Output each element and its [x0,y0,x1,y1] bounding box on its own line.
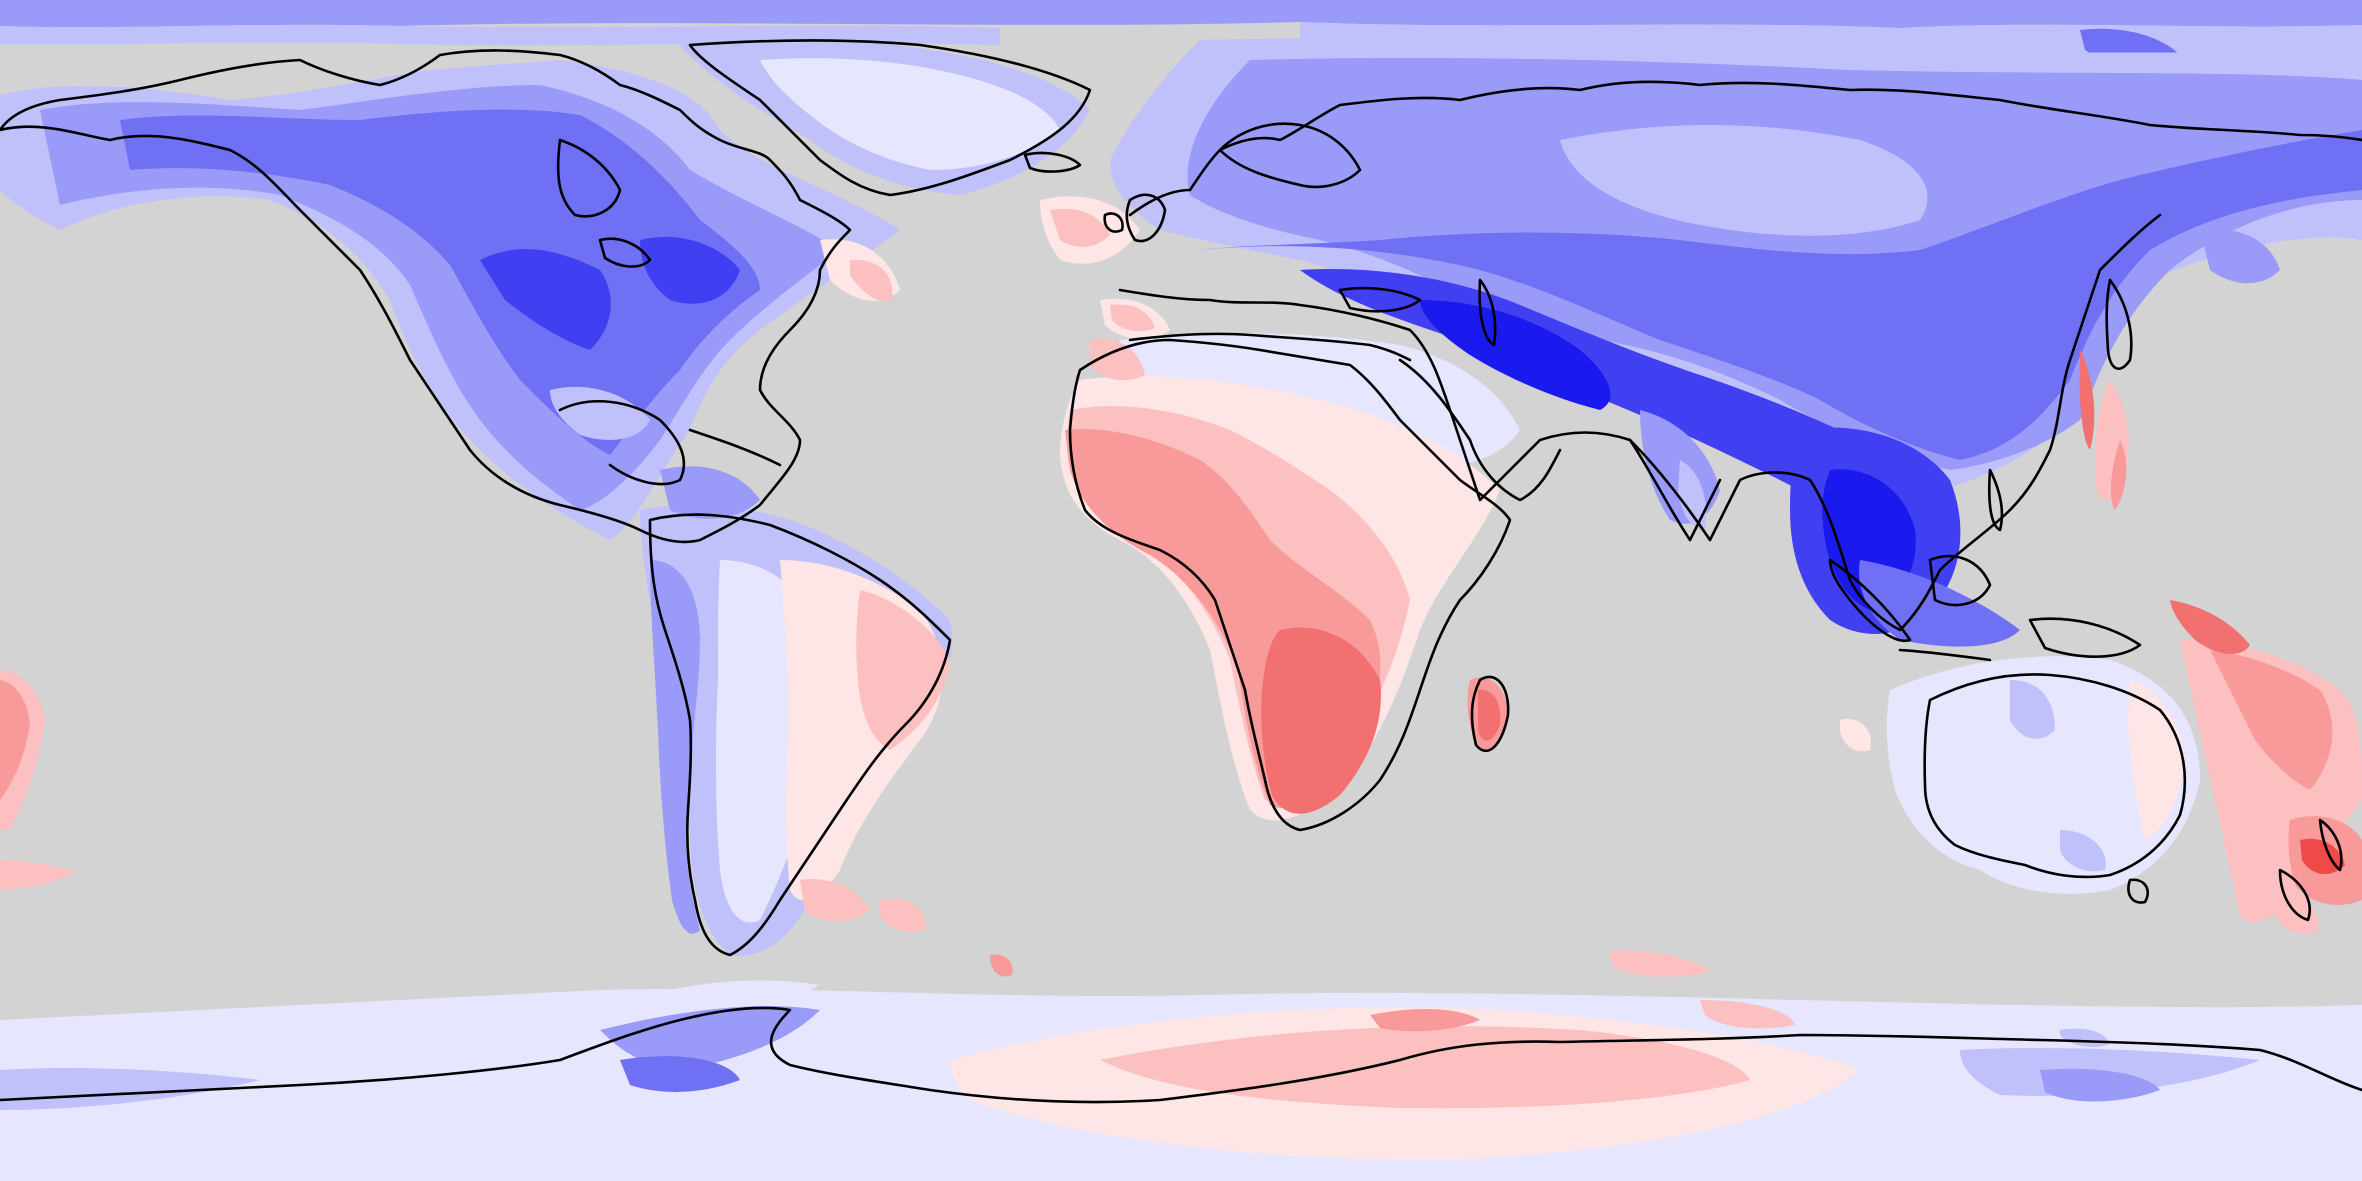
anomaly-region-red-1 [1100,1026,1750,1109]
anomaly-region-blue-2 [2040,1068,2160,1102]
pacific-west-field [0,670,75,890]
anomaly-region-red-1 [850,259,893,301]
anomaly-region-red-0 [2128,680,2185,840]
coastline-great-lakes [598,237,652,268]
anomaly-region-blue-2 [600,1006,820,1070]
coastline-new-zealand-south [2278,868,2311,922]
anomaly-region-red-3 [2079,350,2095,450]
greenland-field [680,38,1090,195]
coastline-tasmania [2127,878,2150,904]
coastline-arabia [1398,358,1562,502]
coastline-north-america [0,49,852,544]
south-america-field [640,466,952,956]
anomaly-region-blue-1 [0,1068,260,1110]
coastlines [0,39,2362,1104]
anomaly-region-red-2 [2210,650,2333,790]
coastline-black-sea [1338,286,1422,313]
coastline-antarctica [0,1006,2362,1104]
coastline-borneo [1928,554,1992,607]
coastline-philippines [1988,468,2004,532]
anomaly-region-blue-1 [2010,680,2055,739]
anomaly-region-blue-1 [2060,830,2106,872]
anomaly-region-red-3 [1478,689,1501,741]
coastline-africa [1068,338,1512,832]
coastline-great-britain [1125,193,1167,243]
anomaly-region-red-2 [990,954,1013,977]
anomaly-region-red-1 [1110,304,1155,332]
anomaly-region-blue-0 [760,58,1060,170]
anomaly-region-blue-5 [1420,300,1611,410]
anomaly-region-blue-0 [600,980,820,1030]
anomaly-region-red-1 [1050,208,1110,247]
coastline-eurasia [1128,80,2362,217]
coastline-hudson-bay [556,138,622,218]
coastline-ireland [1103,212,1124,233]
anomaly-region-blue-1 [1678,460,1707,530]
coastline-gulf-mexico [558,400,686,486]
coastline-java [1898,648,1992,662]
anomaly-region-blue-3 [120,109,760,456]
anomaly-region-blue-2 [660,466,760,519]
coastline-new-guinea [2028,617,2142,658]
anomaly-region-blue-2 [2200,229,2280,284]
coastline-eurasia-south [1118,213,2162,632]
anomaly-region-red-2 [2110,440,2127,510]
anomaly-region-blue-2 [650,560,700,934]
anomaly-region-red-2 [1370,1008,1480,1032]
anomaly-region-red-3 [2170,600,2250,655]
anomaly-region-blue-3 [1200,130,2362,460]
anomaly-region-blue-4 [640,236,740,304]
coastline-madagascar [1470,675,1510,753]
coastline-iceland [1023,151,1082,173]
anomaly-region-red-1 [1090,339,1145,381]
oceania-field [1840,350,2362,934]
coastline-india [1628,438,1722,542]
anomaly-region-red-1 [880,899,926,932]
coastline-mediterranean [1128,332,1412,362]
coastline-south-america [648,513,952,957]
anomaly-region-red-1 [856,590,950,750]
anomaly-region-red-1 [800,879,870,922]
anomaly-region-red-1 [1700,1000,1795,1029]
anomaly-region-red-1 [0,860,75,890]
anomaly-region-blue-4 [480,249,611,350]
europe-field [1040,120,1361,340]
coastline-sumatra [1828,558,1912,643]
coastline-caspian [1478,278,1497,347]
anomaly-region-blue-1 [550,386,650,440]
north-america-field [0,60,900,540]
anomaly-region-blue-3 [620,1056,740,1092]
coastline-japan [2105,278,2133,370]
anomaly-region-blue-2 [0,0,2362,28]
coastline-greenland [688,39,1092,197]
coastline-australia [1923,673,2187,879]
coastline-caribbean [688,428,782,467]
anomaly-region-blue-2 [1220,120,1361,204]
anomaly-region-red-0 [1840,719,1871,752]
anomaly-region-blue-1 [1560,125,1928,236]
coastline-new-zealand-north [2318,818,2343,872]
anomaly-region-red-3 [1261,627,1381,814]
anomaly-region-red-2 [0,680,30,800]
coastline-scandinavia [1218,122,1362,189]
africa-field [1060,333,1520,821]
anomaly-region-blue-0 [1886,656,2200,894]
anomaly-region-red-1 [1610,950,1710,977]
